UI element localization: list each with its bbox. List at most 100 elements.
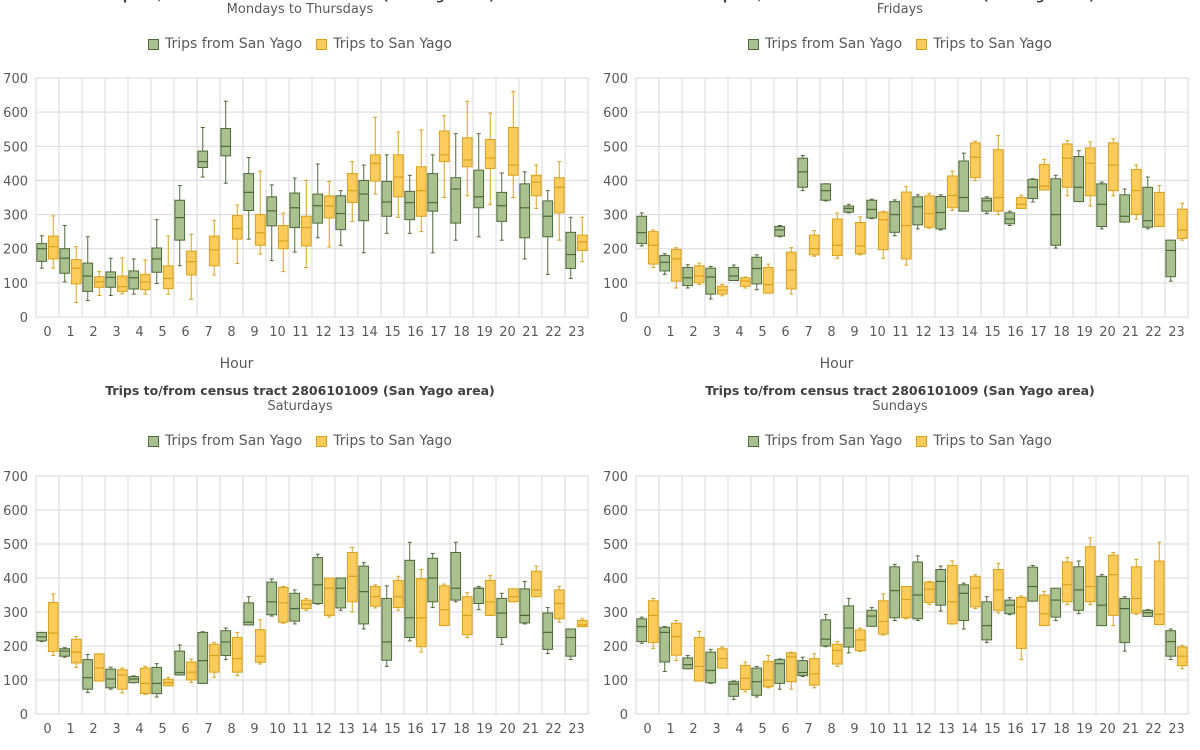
box-iqr: [958, 160, 970, 212]
box-from-hour-12: [312, 163, 324, 239]
box-from-hour-16: [404, 541, 416, 642]
box-iqr: [519, 588, 531, 624]
box-iqr: [1119, 194, 1131, 223]
box-iqr: [381, 597, 393, 661]
y-tick-label: 200: [3, 640, 28, 655]
box-to-hour-2: [93, 271, 105, 296]
y-tick-label: 400: [603, 174, 628, 189]
box-from-hour-0: [636, 212, 648, 247]
x-tick-label: 8: [227, 325, 235, 340]
box-to-hour-4: [739, 661, 751, 693]
box-from-hour-17: [1027, 178, 1039, 203]
box-iqr: [530, 174, 542, 197]
box-iqr: [1165, 239, 1177, 278]
box-to-hour-10: [277, 212, 289, 273]
box-iqr: [312, 193, 324, 224]
box-iqr: [1050, 587, 1062, 618]
x-tick-label: 9: [250, 325, 258, 340]
box-from-hour-5: [751, 665, 763, 698]
box-iqr: [381, 180, 393, 217]
box-to-hour-1: [70, 635, 82, 668]
box-to-hour-16: [1015, 194, 1027, 209]
box-to-hour-19: [1084, 141, 1096, 207]
box-iqr: [889, 201, 901, 233]
box-iqr: [1130, 169, 1142, 216]
box-iqr: [335, 577, 347, 609]
x-tick-label: 2: [89, 325, 97, 340]
box-iqr: [507, 127, 519, 176]
legend-label-from: Trips from San Yago: [765, 36, 903, 52]
box-to-hour-12: [323, 180, 335, 248]
box-iqr: [473, 587, 485, 604]
box-from-hour-13: [335, 190, 347, 246]
x-tick-label: 21: [1122, 722, 1139, 737]
chart-panel-sun: Trips to/from census tract 2806101009 (S…: [600, 375, 1200, 750]
box-to-hour-1: [670, 620, 682, 662]
box-to-hour-14: [369, 116, 381, 195]
box-iqr: [877, 211, 889, 251]
x-tick-label: 13: [938, 722, 955, 737]
box-iqr: [739, 664, 751, 691]
box-iqr: [1119, 597, 1131, 644]
box-to-hour-16: [415, 129, 427, 233]
box-from-hour-7: [197, 631, 209, 684]
box-iqr: [693, 265, 705, 284]
box-from-hour-4: [128, 258, 140, 295]
x-tick-label: 19: [476, 722, 493, 737]
x-tick-label: 14: [361, 722, 378, 737]
x-tick-label: 14: [361, 325, 378, 340]
box-iqr: [1142, 186, 1154, 228]
box-from-hour-14: [358, 562, 370, 630]
x-tick-label: 12: [315, 325, 332, 340]
box-from-hour-7: [197, 127, 209, 178]
box-to-hour-12: [923, 192, 935, 229]
box-iqr: [484, 579, 496, 616]
box-iqr: [162, 265, 174, 290]
box-iqr: [647, 600, 659, 644]
box-iqr: [553, 589, 565, 620]
x-tick-label: 3: [712, 325, 720, 340]
box-to-hour-12: [923, 580, 935, 606]
box-from-hour-17: [1027, 564, 1039, 602]
legend-swatch-from: [748, 38, 759, 50]
x-tick-label: 18: [1053, 325, 1070, 340]
box-iqr: [877, 600, 889, 635]
x-tick-label: 20: [1099, 722, 1116, 737]
box-to-hour-12: [323, 577, 335, 618]
x-tick-label: 4: [135, 722, 143, 737]
box-to-hour-13: [946, 170, 958, 211]
x-tick-label: 18: [1053, 722, 1070, 737]
box-iqr: [797, 157, 809, 188]
box-from-hour-0: [36, 631, 48, 643]
y-tick-label: 300: [603, 209, 628, 224]
box-from-hour-23: [565, 216, 577, 279]
y-tick-label: 100: [3, 674, 28, 689]
y-tick-label: 600: [3, 504, 28, 519]
x-tick-label: 11: [892, 325, 909, 340]
box-to-hour-15: [392, 575, 404, 611]
box-to-hour-10: [877, 210, 889, 259]
box-to-hour-13: [346, 161, 358, 222]
x-tick-label: 15: [384, 325, 401, 340]
box-iqr: [254, 629, 266, 663]
box-to-hour-17: [438, 115, 450, 198]
box-to-hour-22: [1153, 185, 1165, 228]
box-from-hour-19: [473, 133, 485, 238]
box-to-hour-5: [162, 677, 174, 687]
chart-legend: Trips from San Yago Trips to San Yago: [0, 433, 600, 449]
box-to-hour-23: [576, 216, 588, 263]
box-iqr: [900, 586, 912, 619]
x-tick-label: 20: [1099, 325, 1116, 340]
box-iqr: [808, 658, 820, 686]
box-iqr: [958, 584, 970, 622]
box-to-hour-7: [808, 653, 820, 689]
box-iqr: [139, 667, 151, 695]
box-iqr: [820, 183, 832, 201]
box-iqr: [762, 660, 774, 688]
box-to-hour-6: [785, 247, 797, 295]
box-to-hour-10: [877, 593, 889, 636]
legend-swatch-to: [916, 38, 928, 50]
box-iqr: [47, 601, 59, 652]
box-to-hour-17: [1038, 591, 1050, 627]
